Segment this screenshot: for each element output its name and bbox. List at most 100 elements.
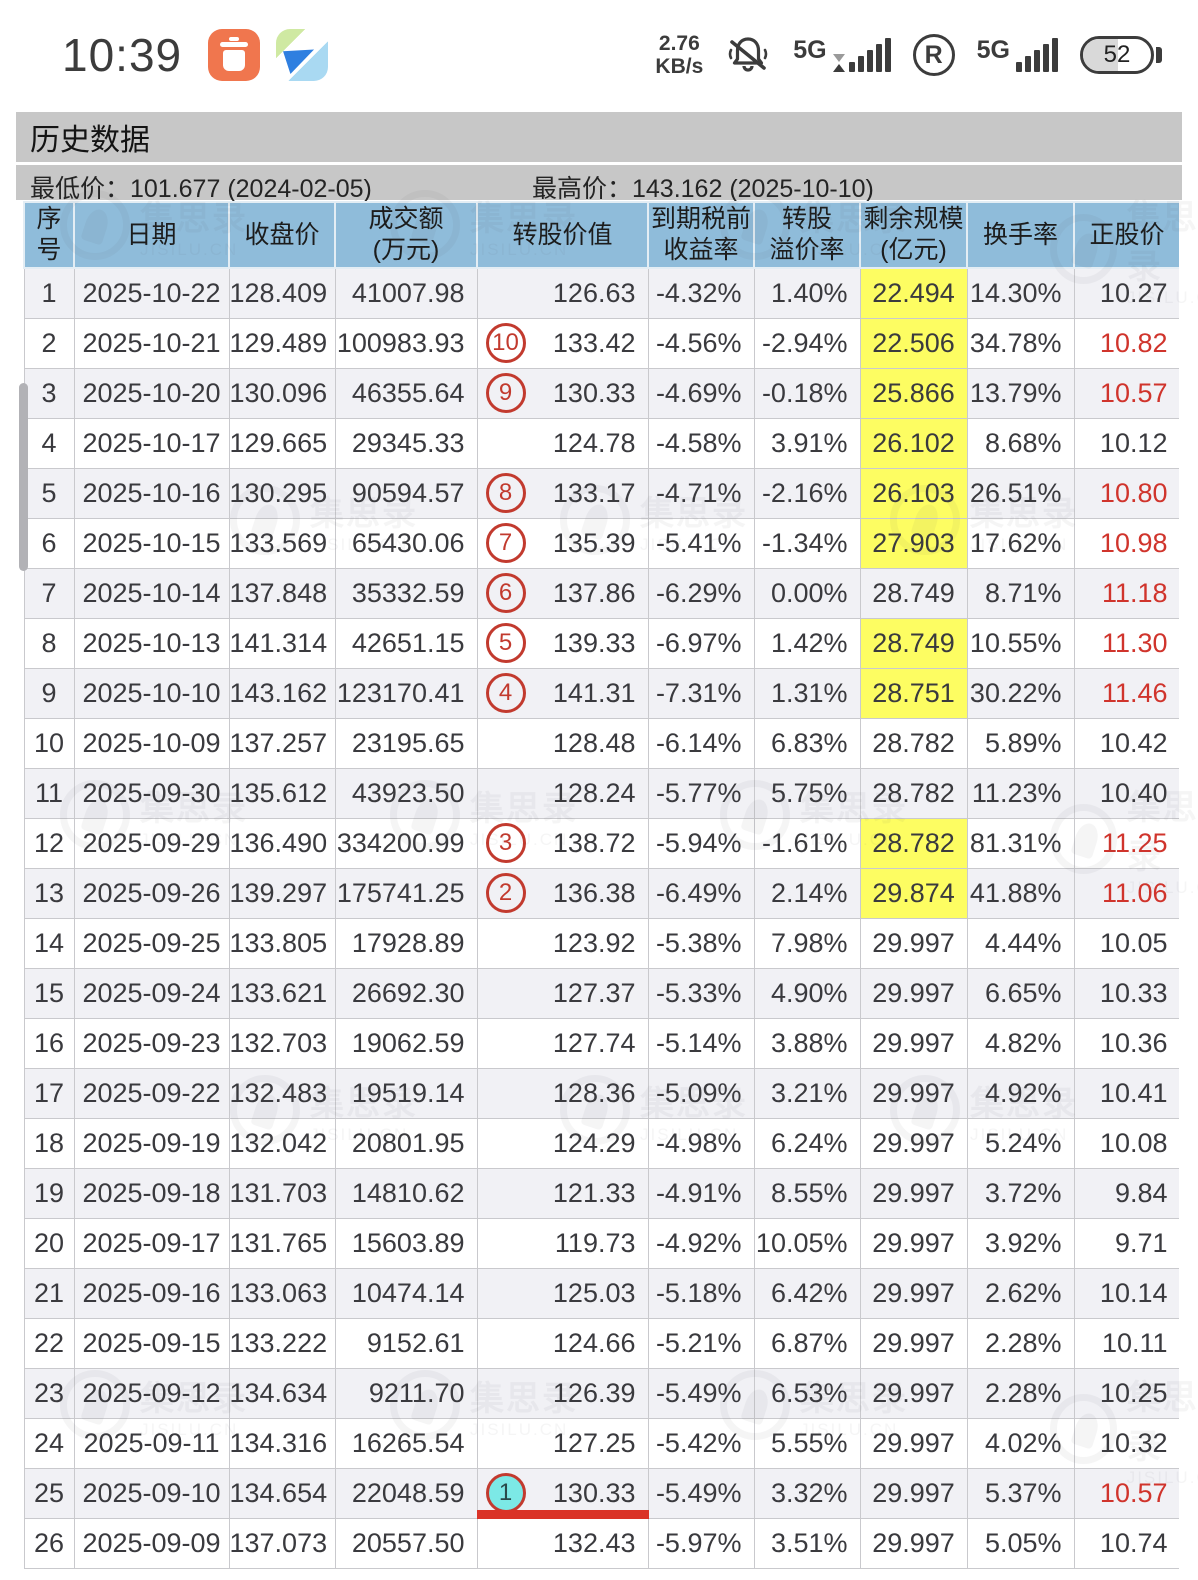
cell-close: 130.096 — [228, 367, 336, 419]
cell-premium: 1.42% — [753, 617, 861, 669]
cell-stock-price: 10.57 — [1073, 1467, 1179, 1519]
cell-turnover-rate: 2.28% — [966, 1367, 1075, 1419]
cell-premium: 3.91% — [753, 417, 861, 469]
cell-seq: 3 — [23, 367, 75, 419]
col-header-stock-price: 正股价 — [1073, 201, 1179, 269]
cell-date: 2025-09-24 — [73, 967, 230, 1019]
cell-turnover-rate: 6.65% — [966, 967, 1075, 1019]
cell-turnover-rate: 8.68% — [966, 417, 1075, 469]
cell-turnover-rate: 34.78% — [966, 317, 1075, 369]
cell-ytm: -4.91% — [647, 1167, 755, 1219]
cell-conv-value: 8 133.17 — [476, 467, 649, 519]
cell-date: 2025-09-25 — [73, 917, 230, 969]
cell-close: 135.612 — [228, 767, 336, 819]
cell-turnover-rate: 8.71% — [966, 567, 1075, 619]
cell-date: 2025-10-15 — [73, 517, 230, 569]
cell-amount: 123170.41 — [334, 667, 478, 719]
cell-ytm: -6.49% — [647, 867, 755, 919]
cell-remain: 29.997 — [859, 1217, 968, 1269]
cell-remain: 29.997 — [859, 1017, 968, 1069]
cell-premium: 3.21% — [753, 1067, 861, 1119]
cell-turnover-rate: 5.89% — [966, 717, 1075, 769]
cell-premium: 6.53% — [753, 1367, 861, 1419]
cell-amount: 35332.59 — [334, 567, 478, 619]
cell-turnover-rate: 26.51% — [966, 467, 1075, 519]
cell-turnover-rate: 41.88% — [966, 867, 1075, 919]
cell-turnover-rate: 81.31% — [966, 817, 1075, 869]
cell-stock-price: 10.14 — [1073, 1267, 1179, 1319]
cell-conv-value: 126.39 — [476, 1367, 649, 1419]
cell-seq: 5 — [23, 467, 75, 519]
rank-badge: 7 — [485, 523, 526, 563]
page-header: 历史数据 最低价：101.677 (2024-02-05) 最高价：143.16… — [16, 112, 1182, 203]
cell-conv-value: 7 135.39 — [476, 517, 649, 569]
cell-date: 2025-09-19 — [73, 1117, 230, 1169]
cell-premium: 2.14% — [753, 867, 861, 919]
cell-amount: 46355.64 — [334, 367, 478, 419]
cell-turnover-rate: 4.44% — [966, 917, 1075, 969]
max-price-label: 最高价：143.162 (2025-10-10) — [532, 175, 874, 203]
battery-percent: 52 — [1103, 41, 1131, 68]
cell-premium: 7.98% — [753, 917, 861, 969]
cell-remain: 29.997 — [859, 1317, 968, 1369]
cell-amount: 65430.06 — [334, 517, 478, 569]
cell-seq: 4 — [23, 417, 75, 469]
cell-ytm: -6.14% — [647, 717, 755, 769]
cell-conv-value: 128.36 — [476, 1067, 649, 1119]
cell-close: 131.703 — [228, 1167, 336, 1219]
history-table-body: 1 2025-10-22 128.409 41007.98 126.63 -4.32% 1.… — [23, 267, 1179, 1569]
rank-badge: 6 — [485, 573, 526, 613]
cell-seq: 9 — [23, 667, 75, 719]
cell-premium: 1.31% — [753, 667, 861, 719]
cell-close: 131.765 — [228, 1217, 336, 1269]
cell-premium: 6.83% — [753, 717, 861, 769]
cell-date: 2025-09-10 — [73, 1467, 230, 1519]
cell-stock-price: 10.27 — [1073, 267, 1179, 319]
cell-conv-value: 3 138.72 — [476, 817, 649, 869]
cell-stock-price: 11.46 — [1073, 667, 1179, 719]
cell-seq: 18 — [23, 1117, 75, 1169]
cell-stock-price: 10.33 — [1073, 967, 1179, 1019]
cell-remain: 22.494 — [859, 267, 968, 319]
mute-bell-icon — [725, 32, 771, 78]
cell-remain: 29.997 — [859, 1117, 968, 1169]
cell-remain: 22.506 — [859, 317, 968, 369]
cell-stock-price: 10.82 — [1073, 317, 1179, 369]
cell-seq: 7 — [23, 567, 75, 619]
cell-turnover-rate: 30.22% — [966, 667, 1075, 719]
cell-close: 139.297 — [228, 867, 336, 919]
min-price-label: 最低价：101.677 (2024-02-05) — [30, 175, 372, 203]
cell-seq: 26 — [23, 1517, 75, 1569]
history-table[interactable]: 序号 日期 收盘价 成交额 (万元) 转股价值 到期税前 收益率 转股 溢价率 … — [23, 201, 1179, 1580]
cell-ytm: -5.38% — [647, 917, 755, 969]
cell-date: 2025-09-18 — [73, 1167, 230, 1219]
table-row: 3 2025-10-20 130.096 46355.64 9 130.33 -4.69% -… — [23, 367, 1179, 419]
cell-remain: 28.782 — [859, 817, 968, 869]
cell-amount: 100983.93 — [334, 317, 478, 369]
cell-remain: 29.997 — [859, 1267, 968, 1319]
table-row: 20 2025-09-17 131.765 15603.89 119.73 -4.92% 1… — [23, 1217, 1179, 1269]
table-row: 5 2025-10-16 130.295 90594.57 8 133.17 -4.71% -… — [23, 467, 1179, 519]
table-row: 18 2025-09-19 132.042 20801.95 124.29 -4.98% 6… — [23, 1117, 1179, 1169]
cell-date: 2025-10-16 — [73, 467, 230, 519]
cell-ytm: -5.42% — [647, 1417, 755, 1469]
scrollbar-thumb[interactable] — [19, 383, 28, 571]
cell-date: 2025-10-14 — [73, 567, 230, 619]
cell-premium: -1.61% — [753, 817, 861, 869]
cell-remain: 26.103 — [859, 467, 968, 519]
rank-badge: 9 — [485, 373, 526, 413]
cell-remain: 29.997 — [859, 1517, 968, 1569]
cell-turnover-rate: 13.79% — [966, 367, 1075, 419]
cell-ytm: -5.09% — [647, 1067, 755, 1119]
cell-ytm: -5.18% — [647, 1267, 755, 1319]
col-header-date: 日期 — [73, 201, 230, 269]
table-row: 16 2025-09-23 132.703 19062.59 127.74 -5.14% 3… — [23, 1017, 1179, 1069]
cell-seq: 21 — [23, 1267, 75, 1319]
cell-amount: 43923.50 — [334, 767, 478, 819]
cell-premium: 6.87% — [753, 1317, 861, 1369]
cell-date: 2025-10-17 — [73, 417, 230, 469]
cell-amount: 90594.57 — [334, 467, 478, 519]
cell-date: 2025-09-23 — [73, 1017, 230, 1069]
cell-stock-price: 11.30 — [1073, 617, 1179, 669]
cell-seq: 24 — [23, 1417, 75, 1469]
